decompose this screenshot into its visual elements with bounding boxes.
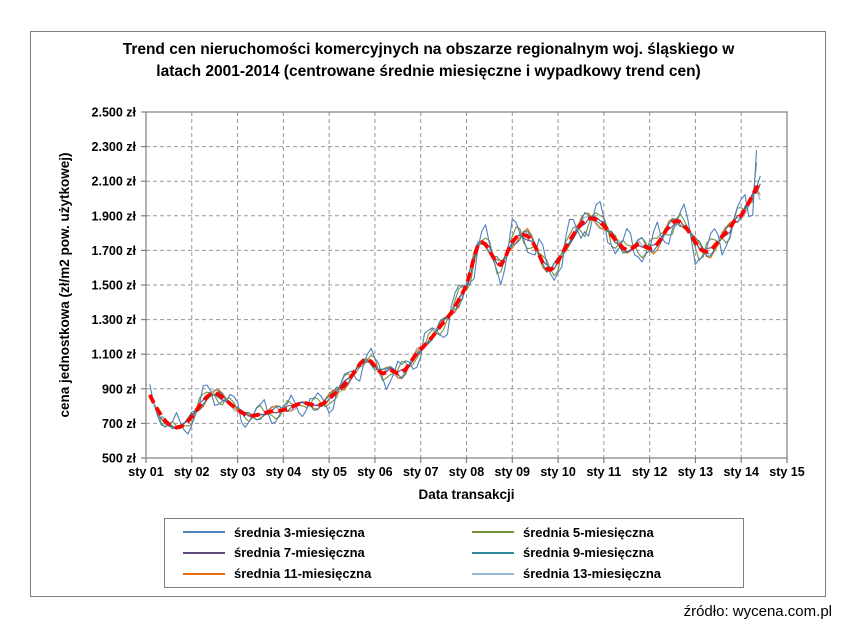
svg-text:sty 03: sty 03 <box>220 465 255 479</box>
svg-text:1.300 zł: 1.300 zł <box>92 313 137 327</box>
x-tick-labels: sty 01 sty 02 sty 03 sty 04 sty 05 sty 06 sty … <box>128 465 804 479</box>
svg-text:sty 02: sty 02 <box>174 465 209 479</box>
ma-line-13-mies <box>168 189 761 430</box>
gridlines <box>146 112 787 458</box>
source-note: źródło: wycena.com.pl <box>683 603 832 620</box>
ma-line-3-mies <box>149 150 758 435</box>
svg-text:900 zł: 900 zł <box>102 382 137 396</box>
legend-item: średnia 3-miesięczna <box>165 522 454 542</box>
legend-line-swatch <box>472 572 514 575</box>
svg-text:1.700 zł: 1.700 zł <box>92 244 137 258</box>
svg-text:1.100 zł: 1.100 zł <box>92 348 137 362</box>
chart-legend: średnia 3-miesięczna średnia 5-miesięczna… <box>164 518 744 588</box>
svg-text:sty 14: sty 14 <box>723 465 758 479</box>
svg-text:sty 12: sty 12 <box>632 465 667 479</box>
legend-label: średnia 11-miesięczna <box>234 566 372 582</box>
svg-text:sty 11: sty 11 <box>586 465 621 479</box>
svg-text:2.300 zł: 2.300 zł <box>92 140 137 154</box>
chart-title-line-1: Trend cen nieruchomości komercyjnych na … <box>122 41 735 58</box>
legend-label: średnia 9-miesięczna <box>523 545 654 561</box>
x-axis-title: Data transakcji <box>418 487 515 502</box>
y-axis-title: cena jednostkowa (zł/m2 pow. użytkowej) <box>57 152 72 418</box>
legend-line-swatch <box>183 572 225 575</box>
svg-text:700 zł: 700 zł <box>102 417 137 431</box>
legend-item: średnia 5-miesięczna <box>454 522 743 542</box>
chart-title-line-2: latach 2001-2014 (centrowane średnie mie… <box>156 63 701 80</box>
svg-text:sty 05: sty 05 <box>311 465 346 479</box>
svg-text:sty 15: sty 15 <box>769 465 804 479</box>
legend-label: średnia 13-miesięczna <box>523 566 662 582</box>
legend-line-swatch <box>472 551 514 554</box>
svg-text:sty 06: sty 06 <box>357 465 392 479</box>
ma-line-11-mies <box>164 188 761 430</box>
legend-label: średnia 7-miesięczna <box>234 545 365 561</box>
svg-text:sty 01: sty 01 <box>128 465 163 479</box>
axis-ticks <box>141 111 788 463</box>
legend-item: średnia 11-miesięczna <box>165 564 454 584</box>
legend-item: średnia 13-miesięczna <box>454 564 743 584</box>
legend-label: średnia 5-miesięczna <box>523 524 654 540</box>
svg-text:sty 07: sty 07 <box>403 465 438 479</box>
legend-item: średnia 9-miesięczna <box>454 543 743 563</box>
svg-text:1.900 zł: 1.900 zł <box>92 209 137 223</box>
svg-text:sty 08: sty 08 <box>449 465 484 479</box>
svg-text:sty 04: sty 04 <box>266 465 301 479</box>
legend-line-swatch <box>472 531 514 534</box>
ma-line-9-mies <box>161 175 761 430</box>
svg-text:1.500 zł: 1.500 zł <box>92 279 137 293</box>
legend-label: średnia 3-miesięczna <box>234 524 365 540</box>
chart-frame <box>30 31 826 597</box>
legend-item: średnia 7-miesięczna <box>165 543 454 563</box>
svg-text:sty 13: sty 13 <box>678 465 713 479</box>
legend-line-swatch <box>183 551 225 554</box>
svg-text:500 zł: 500 zł <box>102 452 137 466</box>
svg-text:sty 09: sty 09 <box>495 465 530 479</box>
svg-text:sty 10: sty 10 <box>540 465 575 479</box>
trend-line <box>148 183 762 430</box>
svg-text:2.500 zł: 2.500 zł <box>92 106 137 120</box>
legend-line-swatch <box>183 531 225 534</box>
y-tick-labels: 500 zł 700 zł 900 zł 1.100 zł 1.300 zł 1.500 … <box>92 106 137 466</box>
chart-title: Trend cen nieruchomości komercyjnych na … <box>30 39 827 83</box>
svg-text:2.100 zł: 2.100 zł <box>92 175 137 189</box>
